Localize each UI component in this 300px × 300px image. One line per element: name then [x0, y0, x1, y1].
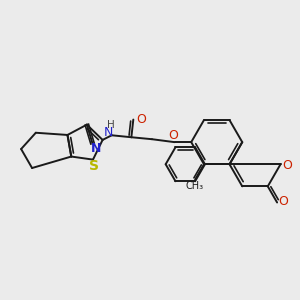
Text: O: O: [283, 159, 292, 172]
Text: O: O: [136, 113, 146, 126]
Text: H: H: [107, 121, 115, 130]
Text: N: N: [91, 142, 102, 155]
Text: N: N: [104, 126, 113, 139]
Text: CH₃: CH₃: [185, 182, 203, 191]
Text: S: S: [89, 160, 99, 173]
Text: O: O: [169, 129, 178, 142]
Text: O: O: [278, 195, 288, 208]
